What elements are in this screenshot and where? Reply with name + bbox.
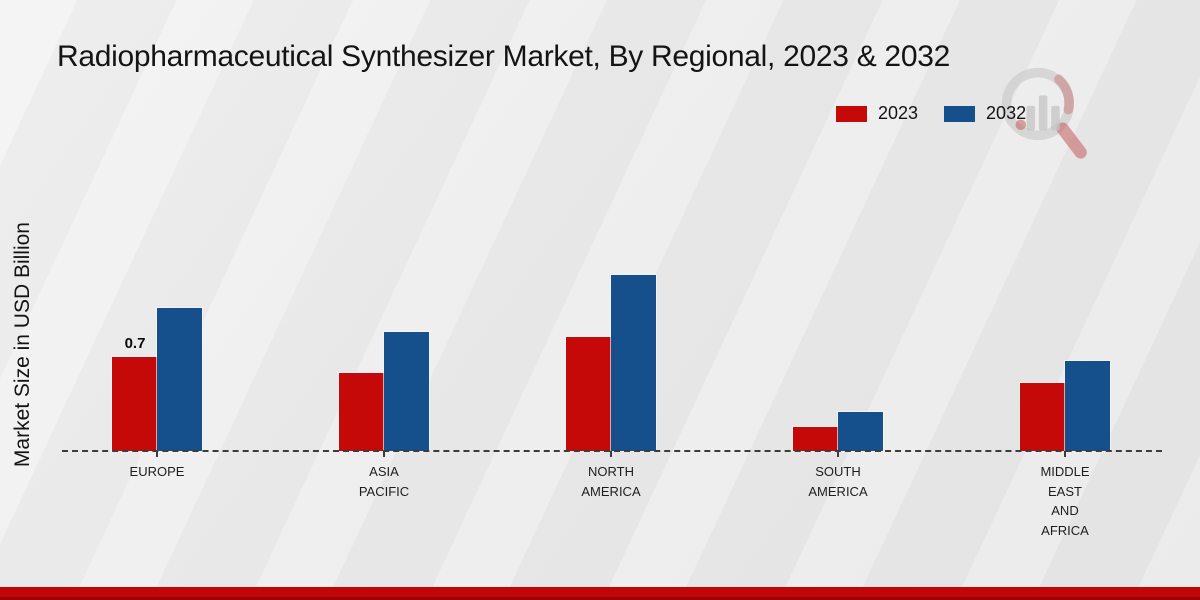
x-axis-baseline	[62, 450, 1162, 452]
bar-2032-asia-pacific	[384, 332, 429, 451]
bar-2023-europe	[112, 357, 157, 451]
footer-stripe	[0, 587, 1200, 600]
category-label-europe: EUROPE	[129, 464, 185, 479]
bar-2023-south-america	[793, 427, 838, 451]
watermark-magnifier-logo	[1001, 67, 1087, 159]
category-label-middle-east-and-africa: MIDDLE EAST AND AFRICA	[1040, 464, 1090, 538]
legend-item-2032: 2032	[944, 103, 1026, 124]
category-label-asia-pacific: ASIA PACIFIC	[358, 464, 410, 499]
legend-item-2023: 2023	[836, 103, 918, 124]
bar-2032-south-america	[838, 412, 883, 451]
bar-2023-north-america	[566, 337, 611, 451]
category-label-south-america: SOUTH AMERICA	[808, 464, 868, 499]
legend-swatch-2023	[836, 105, 867, 122]
bar-2032-middle-east-and-africa	[1065, 361, 1110, 451]
legend-swatch-2032	[944, 105, 976, 122]
bar-2032-north-america	[611, 275, 656, 451]
x-axis-tick-middle-east-and-africa	[1064, 451, 1066, 457]
x-axis-tick-asia-pacific	[383, 451, 385, 457]
legend-label: 2023	[878, 103, 919, 123]
data-label-2023-europe: 0.7	[124, 335, 146, 352]
x-axis-tick-south-america	[837, 451, 839, 457]
x-axis-tick-north-america	[610, 451, 612, 457]
legend-label: 2032	[986, 103, 1027, 123]
x-axis-tick-europe	[156, 451, 158, 457]
chart-title: Radiopharmaceutical Synthesizer Market, …	[57, 40, 950, 73]
category-label-north-america: NORTH AMERICA	[581, 464, 641, 499]
legend: 2023 2032	[836, 103, 1026, 124]
bar-2023-asia-pacific	[339, 373, 384, 451]
bar-2032-europe	[157, 308, 202, 451]
bar-2023-middle-east-and-africa	[1020, 383, 1065, 451]
